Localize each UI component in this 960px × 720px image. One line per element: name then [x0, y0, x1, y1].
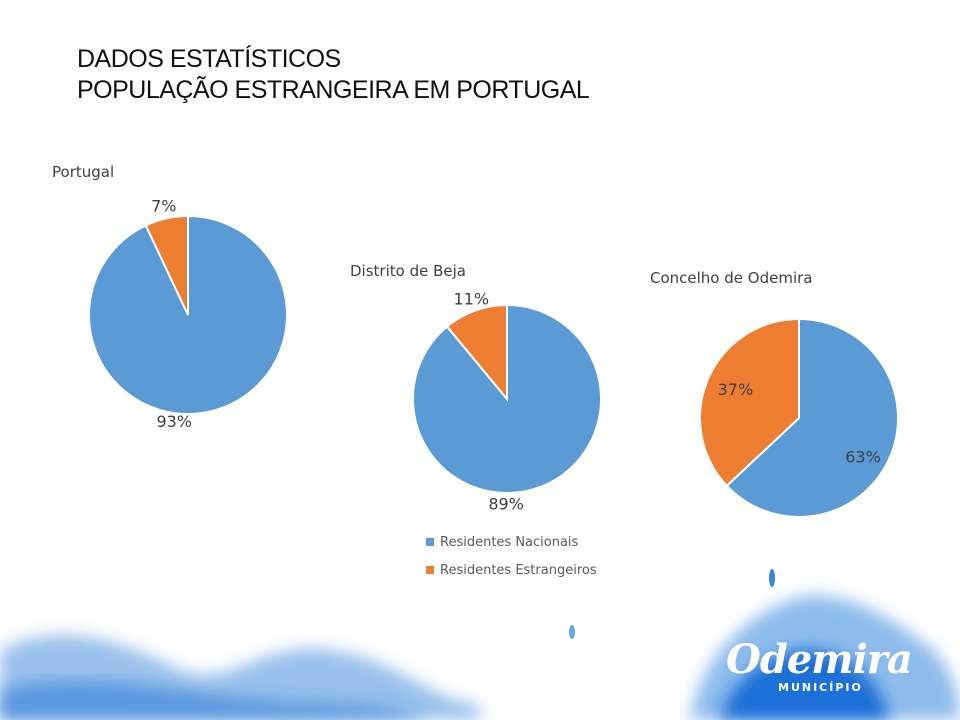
- legend-swatch: [426, 538, 434, 546]
- logo-subtitle: MUNICÍPIO: [778, 681, 863, 694]
- data-label-2-0: 63%: [845, 448, 881, 467]
- data-label-2-1: 37%: [718, 380, 754, 399]
- chart-title-odemira: Concelho de Odemira: [650, 269, 813, 287]
- data-label-1-1: 11%: [454, 289, 490, 308]
- legend-item-nacionais: Residentes Nacionais: [426, 528, 597, 556]
- logo-name: Odemira: [726, 636, 913, 683]
- data-label-0-0: 93%: [156, 412, 192, 431]
- chart-title-beja: Distrito de Beja: [350, 262, 466, 280]
- slide-title: DADOS ESTATÍSTICOS POPULAÇÃO ESTRANGEIRA…: [77, 44, 590, 106]
- title-line-2: POPULAÇÃO ESTRANGEIRA EM PORTUGAL: [77, 76, 590, 104]
- pie-slice-2-0: [725, 317, 899, 518]
- data-label-0-1: 7%: [151, 196, 176, 215]
- legend-item-estrangeiros: Residentes Estrangeiros: [426, 556, 597, 584]
- legend-label: Residentes Nacionais: [440, 534, 579, 550]
- legend-swatch: [426, 566, 434, 574]
- odemira-logo: Odemira MUNICÍPIO: [726, 636, 913, 694]
- chart-title-portugal: Portugal: [52, 163, 115, 181]
- legend: Residentes Nacionais Residentes Estrange…: [426, 528, 597, 584]
- pie-slice-2-1: [699, 317, 800, 488]
- pie-slice-1-1: [445, 303, 508, 402]
- pie-slice-0-1: [144, 214, 189, 316]
- legend-label: Residentes Estrangeiros: [440, 562, 597, 578]
- data-label-1-0: 89%: [488, 495, 524, 514]
- title-line-1: DADOS ESTATÍSTICOS: [77, 45, 341, 73]
